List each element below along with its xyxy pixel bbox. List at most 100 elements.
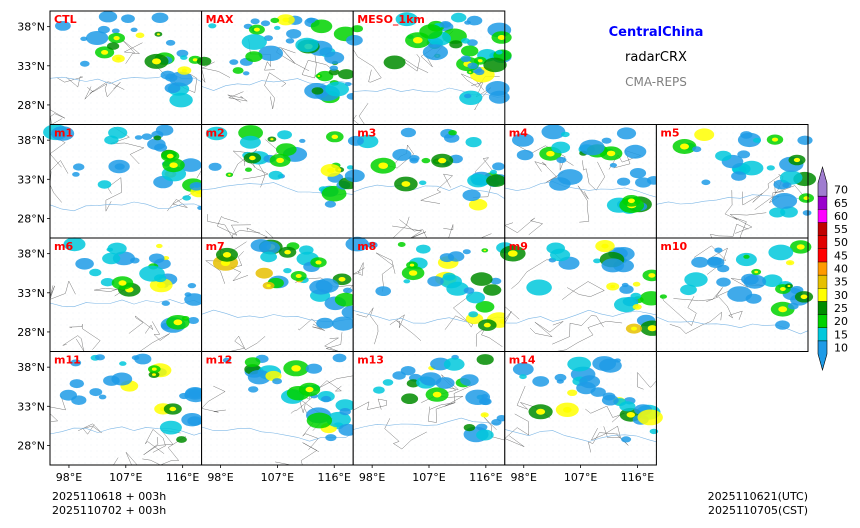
reflectivity-echo: [324, 51, 345, 64]
valid-time-utc: 2025110621(UTC): [708, 490, 808, 503]
reflectivity-core: [222, 252, 232, 258]
reflectivity-echo: [89, 388, 103, 397]
reflectivity-echo: [614, 297, 639, 313]
colorbar-segment: [817, 165, 828, 197]
panel-m7: m7: [201, 237, 363, 352]
y-tick-label: 28°N: [17, 99, 45, 112]
reflectivity-core: [327, 167, 335, 173]
reflectivity-echo: [769, 207, 786, 218]
reflectivity-echo: [375, 286, 392, 296]
panel-label: m13: [357, 354, 384, 367]
panel-m9: m9: [496, 237, 665, 352]
reflectivity-echo: [351, 25, 364, 33]
reflectivity-core: [563, 406, 572, 413]
reflectivity-core: [195, 189, 202, 195]
y-tick-label: 33°N: [17, 287, 45, 300]
reflectivity-echo: [630, 292, 642, 300]
reflectivity-echo: [716, 277, 731, 287]
reflectivity-echo: [107, 242, 127, 255]
reflectivity-echo: [161, 300, 170, 306]
reflectivity-echo: [344, 169, 365, 183]
colorbar-tick-label: 35: [834, 276, 848, 289]
reflectivity-echo: [180, 158, 202, 172]
colorbar-tick-label: 60: [834, 210, 848, 223]
reflectivity-core: [101, 50, 109, 55]
reflectivity-echo: [715, 150, 732, 161]
reflectivity-echo: [156, 243, 163, 249]
reflectivity-echo: [324, 200, 336, 208]
reflectivity-core: [680, 143, 689, 150]
reflectivity-echo: [155, 124, 174, 136]
reflectivity-core: [284, 250, 291, 255]
reflectivity-echo: [743, 254, 750, 259]
reflectivity-echo: [276, 143, 297, 157]
reflectivity-echo: [247, 370, 271, 385]
reflectivity-echo: [616, 127, 637, 140]
reflectivity-core: [166, 153, 174, 159]
panel-label: m8: [357, 240, 376, 253]
reflectivity-echo: [338, 69, 355, 80]
reflectivity-echo: [590, 387, 606, 397]
river-line: [49, 201, 202, 212]
reflectivity-core: [497, 35, 506, 40]
reflectivity-echo: [334, 292, 357, 307]
colorbar-tick-label: 45: [834, 249, 848, 262]
reflectivity-echo: [373, 386, 385, 394]
reflectivity-echo: [329, 65, 338, 71]
reflectivity-echo: [134, 353, 152, 365]
reflectivity-echo: [121, 14, 135, 23]
panel-ctl: CTL 38°N 33°N 28°N: [17, 10, 203, 125]
reflectivity-echo: [343, 287, 353, 294]
reflectivity-echo: [416, 244, 431, 254]
reflectivity-echo: [180, 55, 188, 60]
colorbar-tick-label: 25: [834, 302, 848, 315]
reflectivity-echo: [108, 126, 128, 139]
colorbar-tick-label: 40: [834, 263, 848, 276]
reflectivity-echo: [419, 24, 443, 39]
reflectivity-echo: [560, 131, 570, 138]
reflectivity-echo: [97, 25, 110, 34]
reflectivity-core: [378, 162, 389, 169]
reflectivity-echo: [383, 55, 406, 70]
colorbar-tick-label: 10: [834, 341, 848, 354]
reflectivity-echo: [479, 397, 491, 405]
reflectivity-echo: [476, 429, 494, 441]
region-title: CentralChina: [609, 25, 704, 40]
reflectivity-core: [483, 322, 491, 328]
reflectivity-echo: [272, 378, 282, 385]
reflectivity-echo: [232, 67, 244, 74]
reflectivity-core: [536, 408, 546, 415]
reflectivity-core: [282, 17, 290, 22]
y-tick-label: 33°N: [17, 173, 45, 186]
reflectivity-echo: [245, 51, 263, 62]
panel-label: m5: [660, 127, 679, 140]
reflectivity-echo: [557, 169, 583, 185]
x-tick-label: 98°E: [359, 471, 385, 484]
panel-m13: m13 98°E 107°E 116°E: [352, 351, 507, 484]
reflectivity-echo: [476, 354, 494, 365]
reflectivity-echo: [753, 137, 761, 143]
reflectivity-echo: [165, 39, 176, 46]
x-tick-label: 116°E: [469, 471, 502, 484]
panel-m6: m6 38°N 33°N 28°N: [17, 237, 205, 352]
reflectivity-echo: [159, 420, 182, 435]
reflectivity-echo: [260, 20, 271, 27]
reflectivity-core: [635, 305, 639, 309]
reflectivity-core: [483, 413, 487, 416]
reflectivity-echo: [135, 32, 145, 39]
reflectivity-echo: [176, 436, 187, 443]
reflectivity-echo: [346, 35, 363, 46]
reflectivity-echo: [486, 174, 507, 187]
reflectivity-echo: [797, 135, 813, 145]
x-tick-label: 116°E: [166, 471, 199, 484]
reflectivity-echo: [151, 12, 169, 23]
colorbar-segment: [817, 314, 828, 328]
reflectivity-core: [788, 261, 792, 264]
reflectivity-echo: [248, 386, 259, 393]
reflectivity-core: [276, 157, 284, 163]
panel-label: m11: [54, 354, 81, 367]
reflectivity-echo: [659, 294, 668, 299]
reflectivity-echo: [244, 357, 261, 367]
reflectivity-echo: [771, 193, 798, 209]
reflectivity-echo: [546, 242, 565, 255]
